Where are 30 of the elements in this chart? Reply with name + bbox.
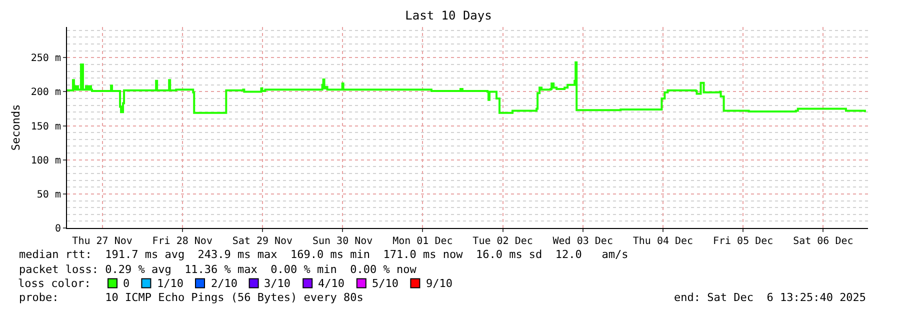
x-tick-label: Tue 02 Dec [472,236,533,247]
y-tick-label: 100 m [30,155,61,166]
text: end: Sat Dec 6 13:25:40 2025 [674,291,866,304]
y-tick-label: 50 m [36,189,61,200]
x-tick-label: Mon 01 Dec [392,236,453,247]
text: probe: 10 ICMP Echo Pings (56 Bytes) every 80s [19,291,364,304]
chart-title: Last 10 Days [405,8,492,22]
legend-label: 1/10 [157,277,184,290]
y-tick-label: 250 m [30,53,61,64]
legend-label: 4/10 [318,277,344,290]
text: median rtt: 191.7 ms avg 243.9 ms max 169.0 ms min 171.0 ms now 16.0 ms sd 12.0 am/s [19,248,628,261]
x-tick-label: Thu 27 Nov [72,236,132,247]
x-tick-label: Sat 06 Dec [793,236,854,247]
legend-label: 0 [123,277,130,290]
x-tick-label: Sat 29 Nov [232,236,293,247]
x-tick-label: Thu 04 Dec [632,236,694,247]
text: packet loss: 0.29 % avg 11.36 % max 0.00 % min 0.00 % now [19,263,417,276]
legend-label: 5/10 [372,277,398,290]
x-tick-label: Fri 28 Nov [152,236,212,247]
x-tick-label: Wed 03 Dec [552,236,613,247]
y-tick-label: 0 [54,224,61,234]
x-tick-label: Fri 05 Dec [712,236,774,247]
legend-label: 2/10 [211,277,238,290]
x-tick-label: Sun 30 Nov [312,236,373,247]
y-axis-title: Seconds [10,104,23,151]
legend-label: 3/10 [264,277,290,290]
y-tick-label: 200 m [30,87,61,98]
y-tick-label: 150 m [30,121,61,132]
legend-title: loss color: [18,277,91,290]
legend-label: 9/10 [426,277,452,290]
